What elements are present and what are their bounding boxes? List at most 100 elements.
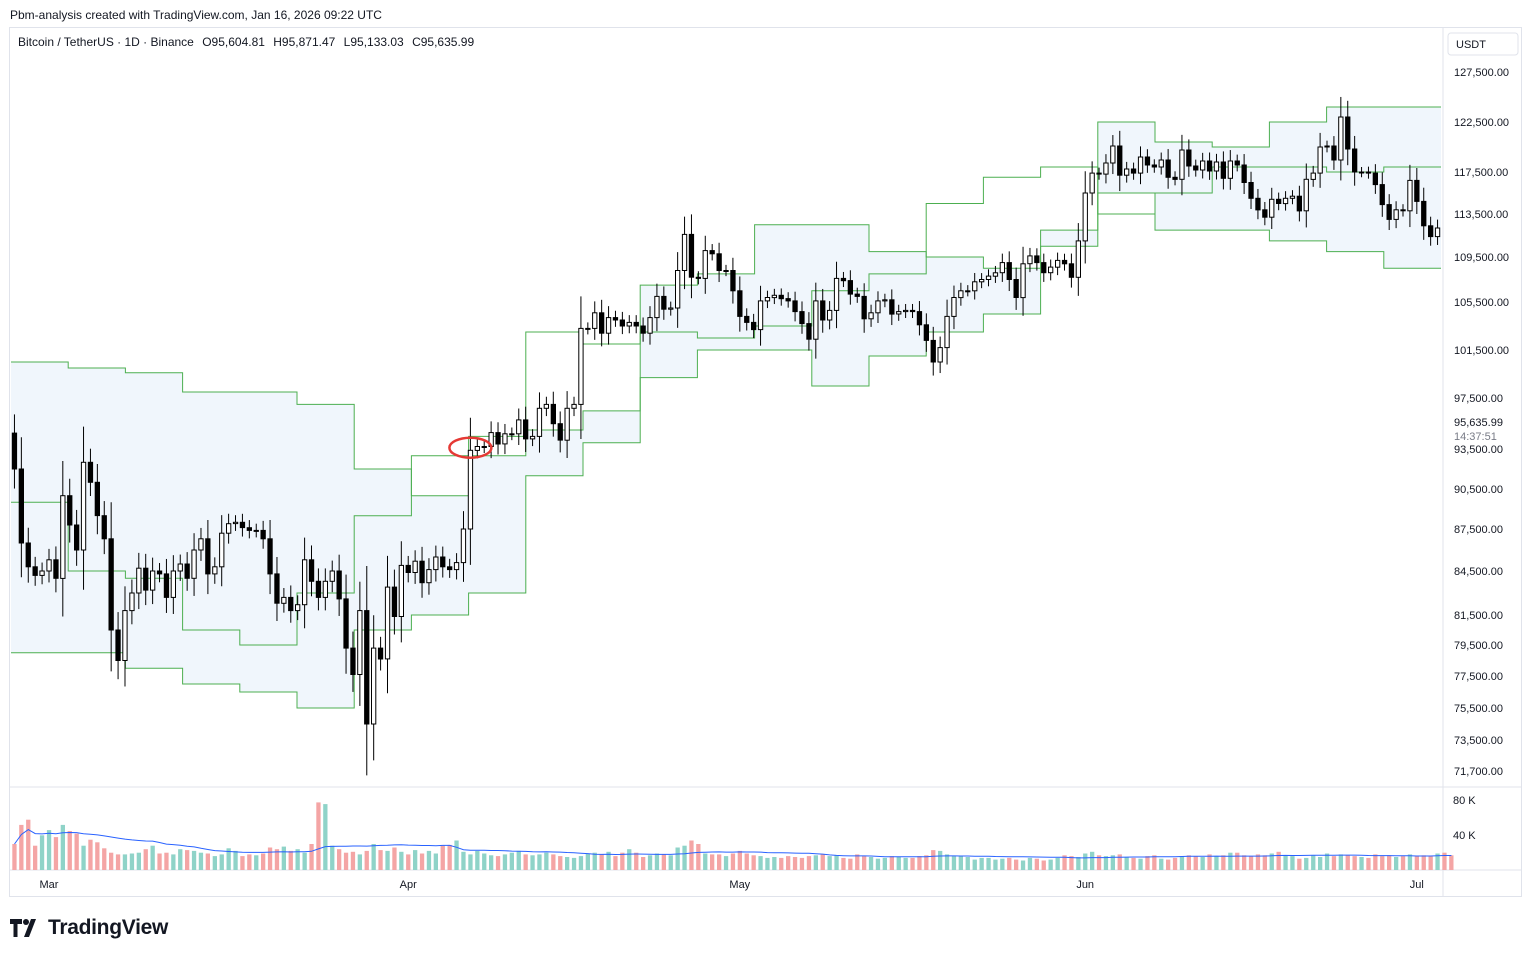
candle-body <box>357 610 363 675</box>
candle-body <box>1034 255 1040 264</box>
candle <box>25 527 31 583</box>
volume-bar <box>868 857 874 870</box>
volume-bar <box>799 857 805 870</box>
volume-bar <box>1041 860 1046 870</box>
volume-bar <box>1421 855 1426 870</box>
candle-body <box>923 324 930 341</box>
candle-body <box>737 290 743 317</box>
candle-body <box>1227 160 1233 179</box>
volume-bar <box>924 855 929 870</box>
legend-open: O95,604.81 <box>202 35 265 49</box>
volume-bar <box>682 845 687 870</box>
candle <box>67 478 73 543</box>
candle-body <box>944 315 950 349</box>
annotation <box>448 436 493 459</box>
candle-body <box>605 317 612 334</box>
candle <box>150 557 156 605</box>
volume-ma-line <box>14 829 1452 859</box>
candle-body <box>1124 168 1130 176</box>
candle <box>308 545 315 597</box>
candle-body <box>39 570 45 576</box>
candle <box>1144 149 1151 173</box>
candle-body <box>557 423 563 441</box>
candle-body <box>1303 178 1309 212</box>
candle <box>972 272 978 300</box>
candle <box>861 283 867 333</box>
candle <box>1289 190 1296 205</box>
candle-body <box>806 323 812 340</box>
candle <box>433 545 439 582</box>
volume-bar <box>779 857 784 870</box>
candle <box>246 520 252 539</box>
candle-body <box>232 521 239 525</box>
candle-body <box>1006 262 1012 281</box>
volume-ma <box>14 829 1452 859</box>
candle <box>1421 187 1427 240</box>
candle-body <box>433 556 439 571</box>
volume-bar <box>558 856 563 870</box>
candle <box>999 253 1006 282</box>
volume-bar <box>219 854 224 870</box>
candle <box>440 546 446 578</box>
candle-body <box>903 309 909 313</box>
candle <box>868 304 874 327</box>
volume-bar <box>95 842 100 870</box>
candle-body <box>681 233 688 271</box>
volume-bar <box>281 846 286 870</box>
candle <box>1227 150 1233 190</box>
candle-body <box>1206 160 1213 172</box>
volume-bar <box>419 853 425 870</box>
candle-body <box>695 276 702 279</box>
volume-bar <box>571 857 577 870</box>
volume-bar <box>951 856 957 870</box>
volume-bar <box>855 854 860 870</box>
y-tick-label: 71,700.00 <box>1454 766 1503 778</box>
candle-body <box>1262 209 1268 218</box>
candle <box>419 546 425 598</box>
volume-bar <box>164 852 169 870</box>
volume-bar <box>717 854 722 870</box>
channel-upper-line <box>11 106 1441 497</box>
candle-body <box>426 569 432 584</box>
volume-bar <box>12 844 17 870</box>
candle <box>87 448 94 496</box>
volume-bar <box>710 854 715 870</box>
volume-bar <box>502 854 508 870</box>
candle <box>474 438 481 459</box>
candle-body <box>1345 116 1351 150</box>
volume-bar <box>46 830 52 870</box>
volume-bar <box>26 819 31 870</box>
candle <box>398 541 405 643</box>
candle <box>1165 149 1171 189</box>
candle-body <box>315 580 322 598</box>
candle <box>937 336 943 374</box>
volume-bar <box>730 853 736 870</box>
candle <box>1027 247 1033 273</box>
volume-bar <box>426 850 432 870</box>
candle <box>778 288 784 306</box>
candle-body <box>675 270 681 309</box>
candle-body <box>730 270 736 292</box>
candle <box>467 417 474 565</box>
candle-body <box>1372 172 1378 186</box>
volume-bar <box>1014 859 1019 870</box>
candle <box>1269 187 1275 229</box>
y-tick-label: 73,500.00 <box>1454 735 1503 747</box>
candle-body <box>668 307 674 310</box>
candle-body <box>25 542 31 568</box>
volume-bar <box>599 854 604 870</box>
candle <box>771 288 778 305</box>
candle <box>647 306 653 345</box>
candle <box>1006 251 1012 292</box>
candle <box>702 235 708 294</box>
candle-body <box>143 567 149 591</box>
candle <box>688 214 695 299</box>
candle <box>426 558 432 595</box>
candle-body <box>1248 182 1254 199</box>
candle <box>592 301 598 340</box>
candle <box>170 555 176 614</box>
candle-body <box>1352 148 1358 173</box>
candle <box>1379 172 1385 217</box>
candle <box>1075 223 1081 296</box>
